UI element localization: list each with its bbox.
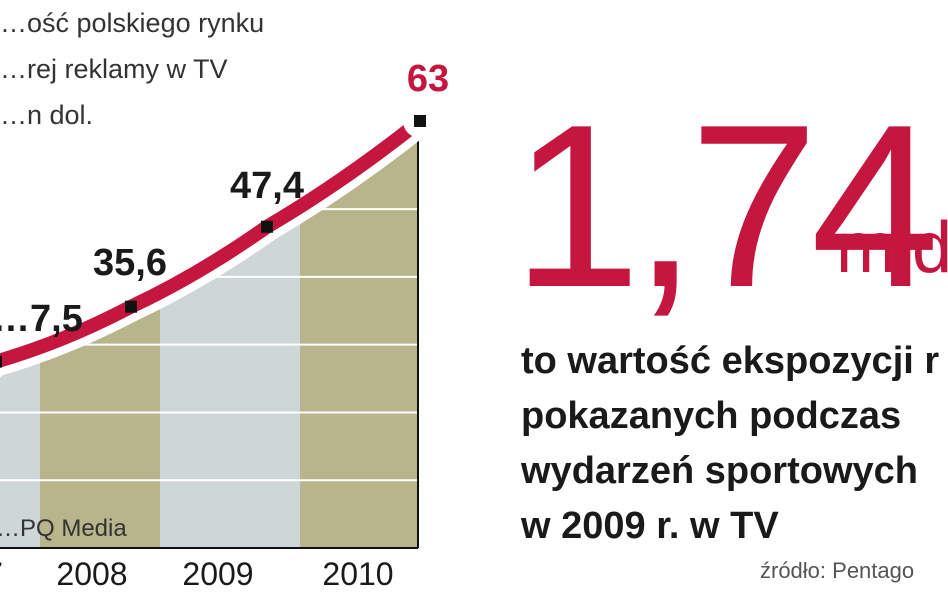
data-label: 35,6 — [93, 242, 167, 284]
data-point-marker — [0, 355, 2, 368]
data-point-marker — [414, 115, 426, 127]
x-tick-label: 2008 — [56, 556, 127, 592]
series-line — [0, 114, 427, 368]
chart-title: …ość polskiego rynku …rej reklamy w TV …… — [0, 8, 265, 130]
source-note: źródło: Pentago — [760, 558, 915, 583]
x-tick-label: 2010 — [322, 556, 393, 592]
data-label: 63 — [407, 58, 449, 100]
data-label: 47,4 — [230, 165, 304, 207]
chart-source: …PQ Media — [0, 515, 127, 542]
data-label: …7,5 — [0, 298, 83, 340]
chart-band — [300, 111, 418, 548]
x-tick-label: 2009 — [182, 556, 253, 592]
highlight-value: 1,74 — [512, 77, 940, 336]
highlight-caption: to wartość ekspozycji r pokazanych podcz… — [521, 340, 940, 547]
x-tick-label: …7 — [0, 556, 3, 592]
data-point-marker — [261, 220, 273, 233]
highlight-unit: mld — [836, 208, 948, 288]
data-point-marker — [125, 300, 137, 313]
chart-band — [0, 111, 40, 548]
